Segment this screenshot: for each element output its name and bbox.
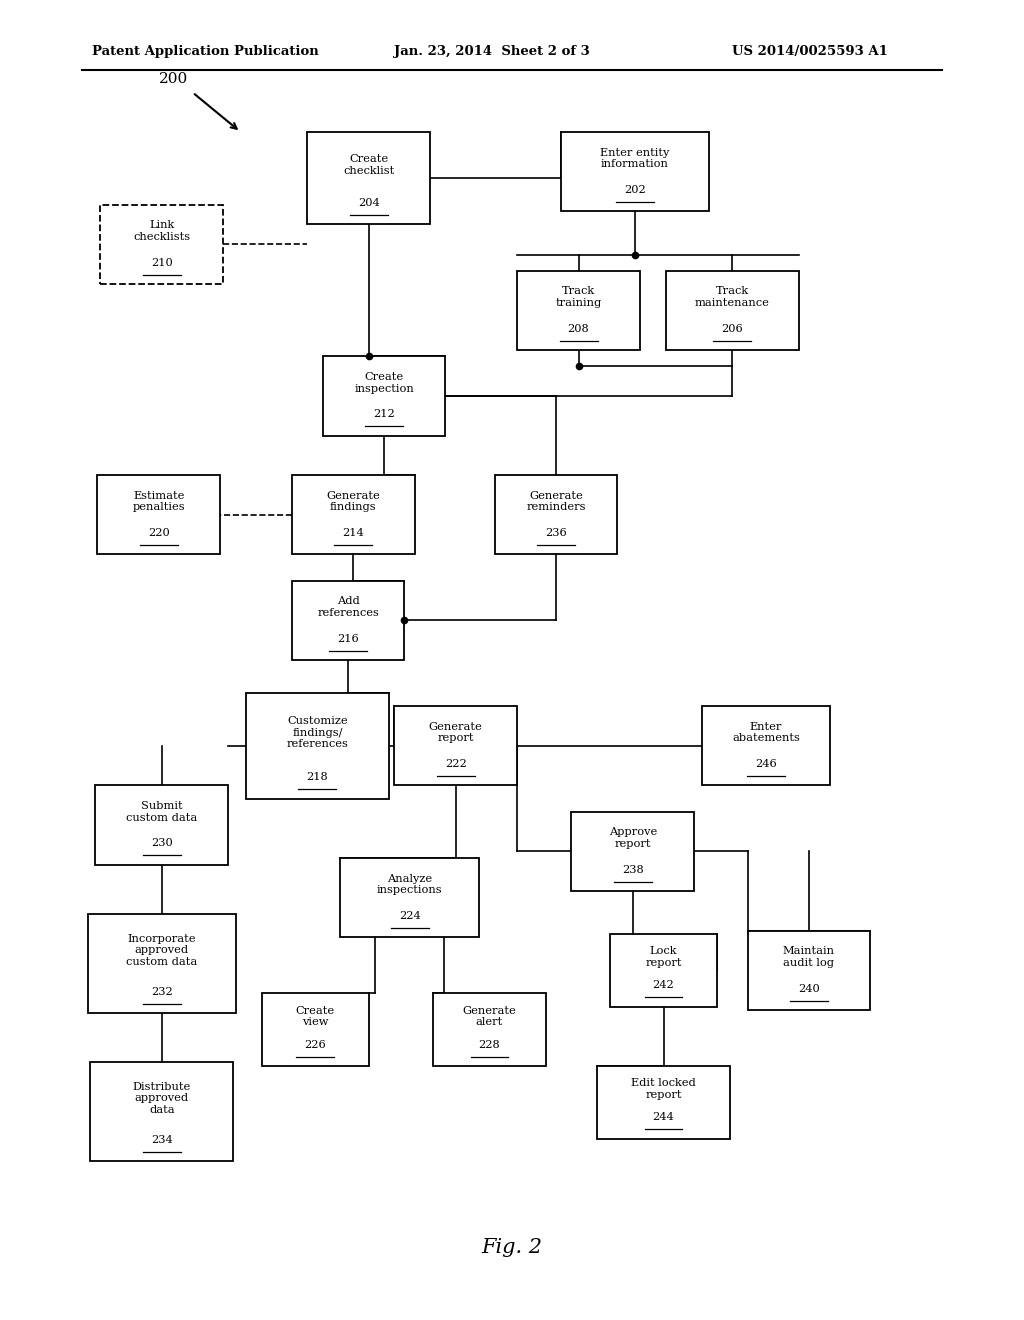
Text: 204: 204	[357, 198, 380, 209]
Text: Incorporate
approved
custom data: Incorporate approved custom data	[126, 933, 198, 968]
Text: 220: 220	[147, 528, 170, 539]
Text: US 2014/0025593 A1: US 2014/0025593 A1	[732, 45, 888, 58]
Bar	[262, 993, 369, 1067]
Bar	[610, 935, 717, 1006]
Bar	[100, 205, 223, 284]
Text: 224: 224	[398, 911, 421, 921]
Text: 218: 218	[306, 772, 329, 783]
Bar	[292, 475, 415, 554]
Bar	[90, 1061, 233, 1162]
Text: Link
checklists: Link checklists	[133, 220, 190, 242]
Text: Enter entity
information: Enter entity information	[600, 148, 670, 169]
Text: Add
references: Add references	[317, 597, 379, 618]
Text: 216: 216	[337, 634, 359, 644]
Text: 222: 222	[444, 759, 467, 770]
Bar	[597, 1067, 730, 1138]
Bar	[433, 993, 546, 1067]
Text: 232: 232	[151, 987, 173, 997]
Bar	[495, 475, 617, 554]
Text: Generate
report: Generate report	[429, 722, 482, 743]
Text: 242: 242	[652, 981, 675, 990]
Text: 210: 210	[151, 257, 173, 268]
Bar	[323, 356, 445, 436]
Bar	[340, 858, 479, 937]
Text: 230: 230	[151, 838, 173, 849]
Text: 246: 246	[755, 759, 777, 770]
Text: 212: 212	[373, 409, 395, 420]
Text: Create
checklist: Create checklist	[343, 154, 394, 176]
Text: 202: 202	[624, 185, 646, 195]
Text: 206: 206	[721, 323, 743, 334]
Text: Create
inspection: Create inspection	[354, 372, 414, 393]
Text: Track
training: Track training	[555, 286, 602, 308]
Text: Generate
alert: Generate alert	[463, 1006, 516, 1027]
Text: Analyze
inspections: Analyze inspections	[377, 874, 442, 895]
Text: Distribute
approved
data: Distribute approved data	[133, 1081, 190, 1115]
Bar	[666, 271, 799, 350]
Bar	[394, 706, 517, 785]
Bar	[292, 581, 404, 660]
Bar	[748, 931, 870, 1010]
Text: Generate
findings: Generate findings	[327, 491, 380, 512]
Text: Patent Application Publication: Patent Application Publication	[92, 45, 318, 58]
Bar	[702, 706, 829, 785]
Text: Jan. 23, 2014  Sheet 2 of 3: Jan. 23, 2014 Sheet 2 of 3	[394, 45, 590, 58]
Text: Customize
findings/
references: Customize findings/ references	[287, 715, 348, 750]
Text: Maintain
audit log: Maintain audit log	[783, 946, 835, 968]
Bar	[307, 132, 430, 224]
Text: Edit locked
report: Edit locked report	[631, 1078, 696, 1100]
Bar	[97, 475, 220, 554]
Text: 200: 200	[159, 73, 188, 86]
Text: 244: 244	[652, 1113, 675, 1122]
Text: Fig. 2: Fig. 2	[481, 1238, 543, 1257]
Text: Estimate
penalties: Estimate penalties	[132, 491, 185, 512]
Bar	[517, 271, 640, 350]
Bar	[95, 785, 228, 865]
Text: 226: 226	[304, 1040, 327, 1049]
Text: Generate
reminders: Generate reminders	[526, 491, 586, 512]
Text: Lock
report: Lock report	[645, 946, 682, 968]
Bar	[571, 812, 694, 891]
Text: Approve
report: Approve report	[608, 828, 657, 849]
Text: Submit
custom data: Submit custom data	[126, 801, 198, 822]
Text: 234: 234	[151, 1135, 173, 1144]
Text: Create
view: Create view	[296, 1006, 335, 1027]
Bar	[561, 132, 709, 211]
Text: Enter
abatements: Enter abatements	[732, 722, 800, 743]
Bar	[246, 693, 389, 799]
Text: 238: 238	[622, 865, 644, 875]
Text: 236: 236	[545, 528, 567, 539]
Text: Track
maintenance: Track maintenance	[694, 286, 770, 308]
Text: 228: 228	[478, 1040, 501, 1049]
Text: 208: 208	[567, 323, 590, 334]
Text: 214: 214	[342, 528, 365, 539]
Bar	[88, 913, 236, 1014]
Text: 240: 240	[798, 983, 820, 994]
